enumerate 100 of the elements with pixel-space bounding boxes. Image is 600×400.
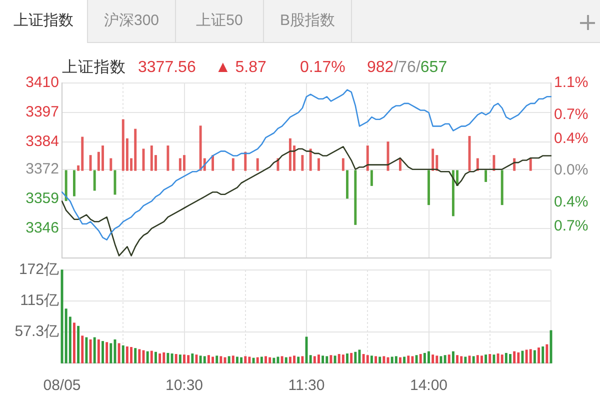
bar — [276, 356, 280, 364]
bar — [102, 146, 104, 171]
bar — [407, 356, 410, 364]
text: 0.17% — [300, 59, 346, 76]
bar — [89, 155, 92, 171]
bar — [366, 355, 369, 364]
bar — [158, 353, 162, 364]
bar — [150, 350, 153, 364]
bar — [521, 350, 524, 364]
bar — [513, 158, 516, 171]
y-tick-label: 3372 — [26, 160, 59, 178]
bar — [403, 356, 406, 364]
bar — [342, 158, 344, 171]
chart-title: 上证指数 — [62, 59, 126, 76]
bar — [504, 352, 508, 364]
bar — [260, 356, 263, 364]
bar — [326, 356, 328, 364]
bar — [178, 354, 182, 364]
bar — [122, 345, 124, 364]
bar — [183, 354, 186, 364]
bar — [170, 353, 174, 364]
x-tick-label: 11:30 — [288, 377, 325, 394]
bar — [118, 343, 120, 364]
bar — [513, 351, 516, 364]
bar — [183, 155, 186, 171]
bar — [423, 352, 426, 364]
bar — [398, 357, 402, 364]
bar — [93, 170, 96, 191]
bar — [546, 344, 548, 364]
bar — [472, 356, 475, 364]
bar — [166, 352, 170, 364]
bar — [64, 308, 68, 364]
bar — [146, 351, 149, 364]
bar — [89, 339, 92, 364]
bar — [220, 356, 222, 364]
bar — [354, 352, 357, 364]
bar — [354, 170, 357, 225]
y2-tick-label: 1.1% — [554, 74, 588, 92]
bar — [492, 354, 496, 364]
bar — [232, 356, 234, 364]
bar — [492, 155, 496, 171]
bar — [378, 356, 382, 364]
bar — [228, 356, 230, 364]
bar — [480, 356, 483, 364]
bar — [138, 349, 141, 364]
y-tick-label: 3384 — [26, 133, 59, 150]
bar — [346, 170, 348, 199]
bar — [232, 158, 234, 171]
y2-tick-label: 0.0% — [554, 162, 588, 179]
y2-tick-label: 0.7% — [554, 217, 588, 234]
bar — [436, 356, 438, 364]
bar — [484, 354, 488, 364]
text: ▲ 5.87 — [215, 59, 266, 76]
bar — [440, 356, 442, 364]
bar — [102, 341, 104, 364]
bar — [199, 356, 202, 364]
bar — [317, 354, 320, 364]
bar — [85, 337, 88, 364]
bar — [122, 119, 124, 171]
bar — [280, 356, 284, 364]
bar — [64, 170, 68, 202]
bar — [97, 339, 100, 364]
bar — [297, 356, 300, 364]
bar — [114, 170, 116, 195]
bar — [110, 343, 112, 364]
bar — [72, 170, 76, 196]
bar — [212, 356, 214, 364]
y-tick-label: 115亿 — [20, 292, 59, 309]
bar — [130, 346, 133, 364]
bar — [488, 354, 492, 364]
y2-tick-label: 0.4% — [554, 193, 588, 210]
bar — [456, 355, 459, 364]
bar — [342, 354, 344, 364]
bar — [301, 155, 304, 171]
bar — [525, 350, 528, 364]
bar — [460, 356, 463, 364]
bar — [207, 355, 210, 364]
bar — [77, 326, 80, 364]
bar — [195, 354, 198, 364]
y2-tick-label: 0.7% — [554, 106, 588, 123]
bar — [432, 354, 434, 364]
x-tick-label: 08/05 — [43, 377, 81, 394]
bar — [134, 128, 137, 171]
text: 上证指数 — [14, 12, 74, 29]
y-tick-label: 3410 — [26, 74, 59, 92]
bar — [334, 356, 336, 364]
y2-tick-label: 0.4% — [554, 130, 588, 147]
bar — [288, 138, 292, 171]
x-tick-label: 10:30 — [165, 377, 204, 394]
bar — [264, 356, 267, 364]
bar — [428, 351, 430, 364]
y-tick-label: 3346 — [26, 220, 59, 237]
bar — [390, 356, 394, 364]
bar — [500, 354, 504, 364]
bar — [268, 357, 272, 364]
bar — [72, 322, 76, 364]
bar — [444, 355, 446, 364]
bar — [452, 170, 454, 216]
bar — [529, 158, 532, 171]
bar — [419, 354, 422, 364]
